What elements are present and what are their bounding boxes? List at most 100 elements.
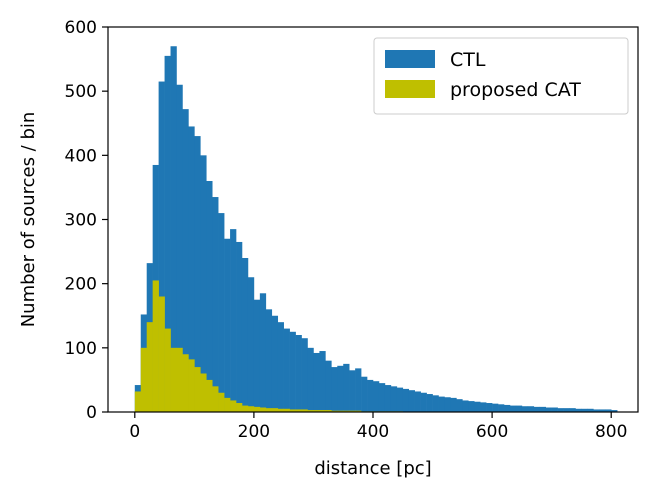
cat-bar [230,400,237,412]
ctl-bar [277,322,284,412]
cat-bar [295,409,302,412]
ctl-bar [253,299,261,412]
x-tick-label: 200 [238,422,270,442]
cat-bar [331,410,338,412]
ctl-bar [218,213,225,412]
cat-bar [176,347,183,412]
ctl-bar [408,390,415,412]
ctl-bar [593,409,600,412]
ctl-bar [444,397,451,412]
cat-bar [313,410,320,412]
ctl-bar [355,368,362,412]
cat-bar [170,347,177,412]
ctl-bar [438,396,445,412]
ctl-bar [343,363,350,412]
cat-bar [283,408,290,412]
x-tick-label: 600 [476,422,508,442]
ctl-bar [468,401,475,412]
ctl-bar [265,309,273,412]
cat-bar [343,410,350,412]
cat-bar [349,410,356,412]
cat-bar [224,397,231,412]
ctl-bar [384,385,392,412]
ctl-bar [605,409,612,412]
cat-bar [236,403,243,412]
cat-bar [319,410,326,412]
ctl-bar [301,338,308,412]
ctl-bar [373,381,380,412]
ctl-bar [432,395,439,412]
ctl-bar [504,404,511,412]
y-axis-label: Number of sources / bin [18,112,39,328]
legend: CTL proposed CAT [373,37,629,115]
x-axis: 0 200 400 600 800 [129,412,627,442]
cat-bar [241,405,249,412]
ctl-bar [390,386,398,412]
ctl-bar [450,397,457,412]
legend-swatch-cat [385,80,435,98]
cat-bar [134,391,142,412]
ctl-bar [224,238,231,412]
ctl-bar [545,407,552,412]
ctl-bar [474,401,481,412]
ctl-bar [581,408,588,412]
cat-bar [259,407,267,412]
ctl-bar [569,408,576,412]
ctl-bar [480,402,487,412]
ctl-bar [331,367,338,412]
cat-bar [271,408,279,412]
ctl-bar [236,241,243,412]
cat-bar [188,359,195,412]
ctl-bars [134,46,618,413]
ctl-bar [271,315,279,412]
ctl-bar [194,136,201,413]
ctl-bar [337,365,344,412]
x-tick-label: 400 [357,422,389,442]
ctl-bar [509,405,517,412]
legend-box [373,37,629,115]
ctl-bar [367,379,374,412]
y-axis: 0 100 200 300 400 500 600 [65,18,108,423]
ctl-bar [420,392,427,412]
ctl-bar [587,408,594,412]
y-tick-label: 0 [86,403,97,423]
cat-bar [355,410,362,412]
ctl-bar [402,388,410,412]
y-tick-label: 100 [65,339,97,359]
ctl-bar [206,181,213,412]
ctl-bar [414,391,421,412]
x-axis-label: distance [pc] [314,458,431,479]
cat-bar [277,408,284,412]
cat-bar [307,410,314,412]
x-tick-label: 800 [595,422,627,442]
y-tick-label: 400 [65,146,97,166]
ctl-bar [563,408,570,412]
ctl-bar [325,360,332,412]
ctl-bar [212,197,219,412]
cat-bar [247,406,255,412]
ctl-bar [200,155,207,413]
ctl-bar [176,84,183,412]
ctl-bar [611,410,618,412]
ctl-bar [533,406,541,412]
ctl-bar [486,403,493,412]
cat-bar [206,379,213,412]
cat-bar [212,386,219,412]
y-tick-label: 200 [65,275,97,295]
ctl-bar [599,409,606,412]
ctl-bar [557,408,564,412]
ctl-bar [396,387,404,412]
y-tick-label: 300 [65,211,97,231]
ctl-bar [313,352,320,412]
cat-bar [182,354,189,412]
cat-bar [200,373,207,412]
cat-bar [152,280,159,412]
ctl-bar [230,229,237,412]
ctl-bar [283,328,290,412]
ctl-bar [462,400,469,412]
ctl-bar [527,406,535,412]
ctl-bar [456,399,463,412]
ctl-bar [521,406,529,412]
ctl-bar [295,335,302,412]
y-tick-label: 500 [65,82,97,102]
